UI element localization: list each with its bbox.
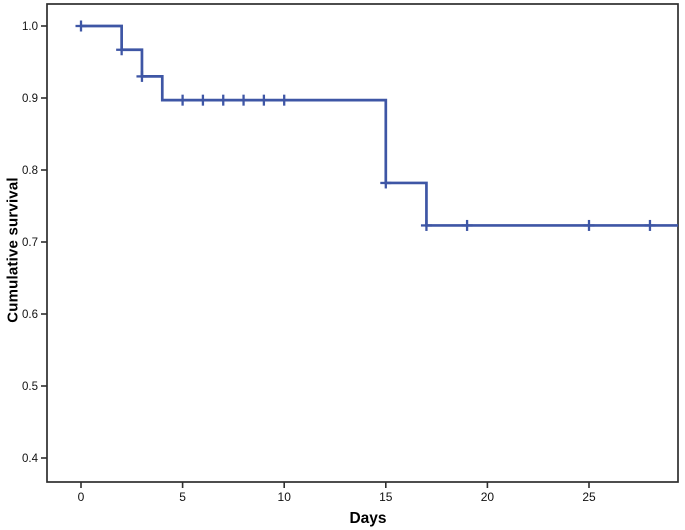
y-tick-label: 0.8	[22, 165, 38, 177]
y-tick-label: 0.5	[22, 381, 38, 393]
plot-frame	[46, 3, 679, 483]
x-tick-label: 25	[582, 490, 596, 504]
survival-step-curve	[81, 24, 678, 227]
x-tick-label: 10	[278, 490, 292, 504]
x-tick-label: 20	[481, 490, 495, 504]
y-axis-title: Cumulative survival	[4, 177, 22, 323]
y-tick-label: 0.6	[22, 309, 38, 321]
y-tick-label: 0.9	[22, 93, 38, 105]
x-tick-label: 15	[379, 490, 393, 504]
x-tick-label: 0	[78, 490, 85, 504]
y-tick-label: 1.0	[22, 21, 38, 33]
x-tick-label: 5	[179, 490, 186, 504]
y-tick-label: 0.4	[22, 453, 39, 465]
x-axis-title: Days	[349, 510, 387, 527]
y-tick-label: 0.7	[22, 237, 38, 249]
